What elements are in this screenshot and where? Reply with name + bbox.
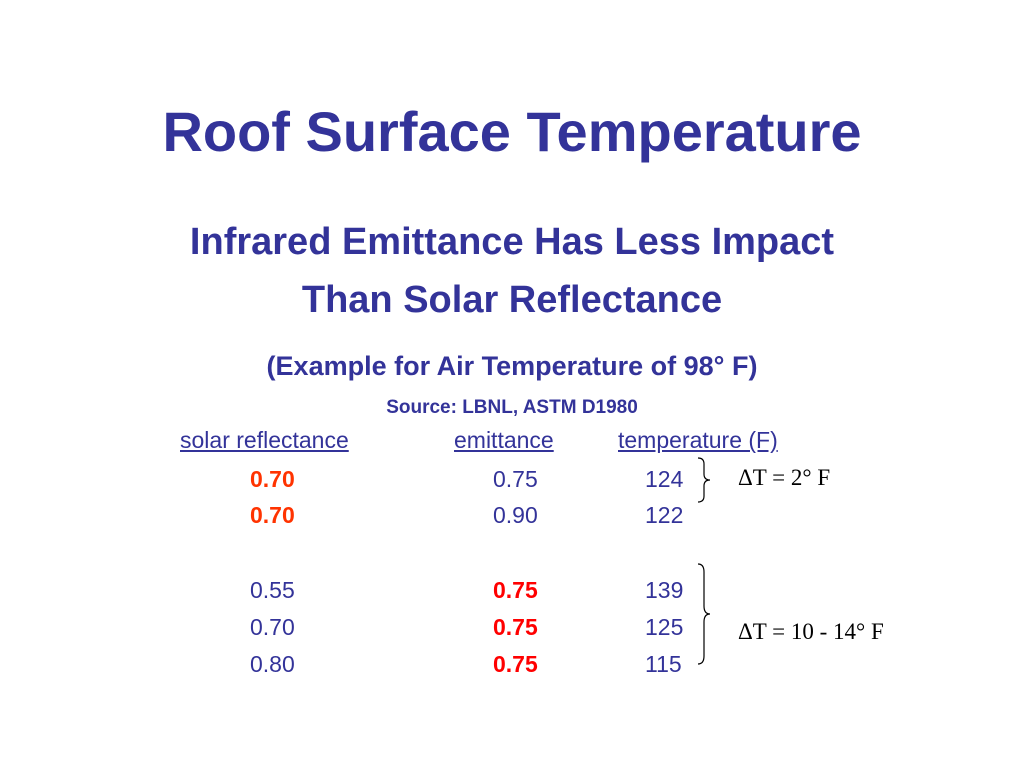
subtitle-line-1: Infrared Emittance Has Less Impact [189,221,835,263]
temperature-cell: 122 [645,502,684,528]
temperature-cell: 124 [645,466,684,492]
subtitle-line-2: Than Solar Reflectance [301,279,723,321]
emittance-cell: 0.75 [493,614,538,640]
example-note: (Example for Air Temperature of 98° F) [266,351,758,381]
temperature-cell: 139 [645,577,684,603]
delta-t-annotation-2: ΔT = 10 - 14° F [738,619,884,644]
solar-reflectance-cell: 0.80 [250,651,295,677]
slide-title: Roof Surface Temperature [162,100,862,163]
header-solar-reflectance: solar reflectance [180,427,349,453]
delta-t-annotation-1: ΔT = 2° F [738,465,831,490]
emittance-cell: 0.75 [493,651,538,677]
emittance-cell: 0.75 [493,466,538,492]
solar-reflectance-cell: 0.70 [250,466,295,492]
brace-group-1-icon [697,457,711,503]
solar-reflectance-cell: 0.55 [250,577,295,603]
solar-reflectance-cell: 0.70 [250,614,295,640]
brace-group-2-icon [697,563,711,665]
header-temperature: temperature (F) [618,427,778,453]
emittance-cell: 0.90 [493,502,538,528]
source-note: Source: LBNL, ASTM D1980 [386,397,638,418]
emittance-cell: 0.75 [493,577,538,603]
header-emittance: emittance [454,427,554,453]
solar-reflectance-cell: 0.70 [250,502,295,528]
temperature-cell: 115 [645,651,682,677]
temperature-cell: 125 [645,614,684,640]
